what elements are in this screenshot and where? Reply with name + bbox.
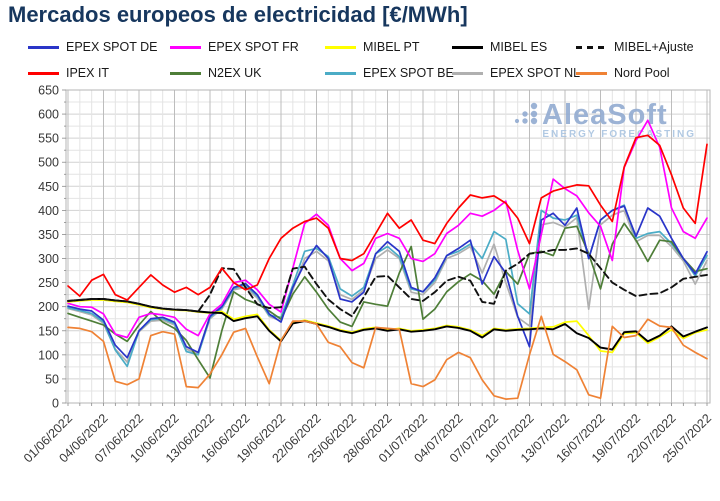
legend-swatch-icon xyxy=(170,71,201,75)
svg-text:250: 250 xyxy=(38,276,59,290)
x-axis-labels: 01/06/202204/06/202207/06/202210/06/2022… xyxy=(21,411,714,465)
svg-text:600: 600 xyxy=(38,108,59,122)
legend-swatch-icon xyxy=(28,45,59,49)
legend-item-nord-pool: Nord Pool xyxy=(576,60,670,86)
axis-ticks xyxy=(62,89,708,406)
legend-label: Nord Pool xyxy=(614,66,670,80)
legend-label: N2EX UK xyxy=(208,66,262,80)
legend-label: EPEX SPOT DE xyxy=(66,40,158,54)
legend-item-epex-spot-fr: EPEX SPOT FR xyxy=(170,34,299,60)
legend-item-epex-spot-nl: EPEX SPOT NL xyxy=(452,60,580,86)
watermark-name: AleaSoft xyxy=(542,99,668,131)
svg-text:450: 450 xyxy=(38,180,59,194)
svg-text:100: 100 xyxy=(38,348,59,362)
svg-text:550: 550 xyxy=(38,132,59,146)
series-line-n2ex-uk xyxy=(67,222,708,379)
svg-text:200: 200 xyxy=(38,300,59,314)
legend-item-mibel-es: MIBEL ES xyxy=(452,34,547,60)
svg-text:650: 650 xyxy=(38,84,59,98)
y-axis-labels: 0 50 100 150 200 250 300 350 400 450 500 550 600 650 xyxy=(38,84,59,411)
chart-legend: EPEX SPOT DE EPEX SPOT FR MIBEL PT MIBEL ES… xyxy=(0,34,720,86)
watermark-subtitle: ENERGY FORECASTING xyxy=(542,129,696,140)
legend-row-2: IPEX IT N2EX UK EPEX SPOT BE EPEX SPOT NL No… xyxy=(0,60,720,86)
legend-swatch-icon xyxy=(28,71,59,75)
legend-item-epex-spot-de: EPEX SPOT DE xyxy=(28,34,157,60)
legend-label: MIBEL PT xyxy=(363,40,420,54)
svg-text:0: 0 xyxy=(52,397,59,411)
legend-label: MIBEL ES xyxy=(490,40,548,54)
svg-text:400: 400 xyxy=(38,204,59,218)
series-line-epex-spot-de xyxy=(67,205,708,359)
series-lines xyxy=(67,119,708,400)
legend-label: MIBEL+Ajuste xyxy=(614,40,694,54)
legend-item-n2ex-uk: N2EX UK xyxy=(170,60,262,86)
legend-item-mibel-pt: MIBEL PT xyxy=(325,34,420,60)
legend-swatch-icon xyxy=(452,71,483,75)
svg-text:50: 50 xyxy=(45,372,59,386)
svg-text:350: 350 xyxy=(38,228,59,242)
series-line-ipex-it xyxy=(67,134,708,301)
legend-label: IPEX IT xyxy=(66,66,110,80)
legend-swatch-icon xyxy=(170,45,201,49)
svg-text:500: 500 xyxy=(38,156,59,170)
series-line-epex-spot-fr xyxy=(67,119,708,339)
legend-swatch-icon xyxy=(576,45,607,49)
svg-text:150: 150 xyxy=(38,324,59,338)
legend-item-epex-spot-be: EPEX SPOT BE xyxy=(325,60,454,86)
legend-swatch-icon xyxy=(576,71,607,75)
legend-item-ipex-it: IPEX IT xyxy=(28,60,109,86)
legend-label: EPEX SPOT NL xyxy=(490,66,581,80)
legend-row-1: EPEX SPOT DE EPEX SPOT FR MIBEL PT MIBEL ES… xyxy=(0,34,720,60)
legend-swatch-icon xyxy=(325,71,356,75)
svg-text:300: 300 xyxy=(38,252,59,266)
series-line-nord-pool xyxy=(67,315,708,400)
chart-title: Mercados europeos de electricidad [€/MWh… xyxy=(8,2,468,27)
legend-label: EPEX SPOT BE xyxy=(363,66,454,80)
series-line-mibel-es xyxy=(67,298,708,351)
legend-swatch-icon xyxy=(325,45,356,49)
legend-item-mibel-ajuste: MIBEL+Ajuste xyxy=(576,34,694,60)
series-line-mibel-ajuste xyxy=(67,247,708,318)
legend-label: EPEX SPOT FR xyxy=(208,40,299,54)
legend-swatch-icon xyxy=(452,45,483,49)
